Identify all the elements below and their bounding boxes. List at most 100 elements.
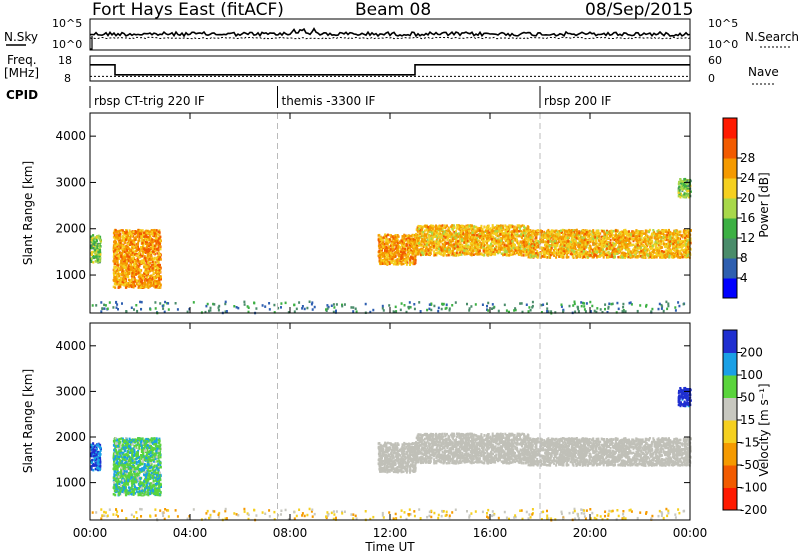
power-echo-cell [117,254,120,257]
power-echo-cell [411,252,414,255]
power-echo-cell [416,226,419,229]
power-echo-cell [456,247,459,250]
power-echo-cell [393,251,396,254]
power-echo-cell [394,262,397,265]
power-echo-cell [598,249,601,252]
power-echo-cell [126,251,129,255]
power-echo-cell [153,284,156,288]
power-echo-cell [99,249,101,252]
power-echo-cell [478,235,481,238]
power-echo-cell [141,273,144,277]
power-echo-cell [157,264,160,268]
power-echo-cell [538,245,541,248]
power-echo-cell [143,272,146,276]
power-echo-cell [441,246,444,249]
power-echo-cell [390,246,393,250]
power-echo-cell [153,279,156,283]
power-echo-cell [476,228,479,231]
power-echo-cell [430,226,433,230]
power-echo-cell [131,283,134,286]
power-echo-cell [533,252,536,256]
power-echo-cell [114,228,117,232]
power-echo-cell [469,231,472,235]
power-echo-cell [390,261,393,264]
power-echo-cell [489,227,492,230]
power-echo-cell [124,253,127,257]
power-echo-cell [424,242,427,245]
power-echo-cell [504,224,507,227]
power-echo-cell [403,242,405,245]
power-echo-cell [440,234,443,237]
power-echo-cell [531,239,534,243]
power-echo-cell [524,237,527,240]
power-echo-cell [525,240,528,244]
power-echo-cell [90,257,93,260]
power-echo-cell [444,236,447,239]
power-echo-cell [419,232,422,235]
power-echo-cell [520,225,523,228]
power-echo-cell [140,274,143,278]
power-echo-cell [453,224,456,227]
power-echo-cell [116,244,119,248]
power-echo-cell [444,226,447,229]
power-echo-cell [572,229,575,232]
power-echo-cell [472,253,475,256]
power-echo-cell [474,246,477,249]
power-echo-cell [660,238,663,241]
power-echo-cell [476,236,479,240]
power-echo-cell [137,265,140,268]
power-echo-cell [649,240,651,243]
power-echo-cell [540,230,543,233]
power-echo-cell [462,239,465,243]
power-echo-cell [522,240,525,244]
power-echo-cell [462,232,465,235]
power-echo-cell [433,254,436,257]
power-echo-cell [400,254,403,257]
power-echo-cell [387,246,390,250]
power-echo-cell [559,253,562,256]
power-echo-cell [158,242,161,245]
power-echo-cell [416,246,419,249]
power-echo-cell [454,236,457,239]
power-echo-cell [503,248,506,251]
noise-panel: N.Sky 10^5 10^0 10^5 10^0 N.Search [4,17,799,51]
power-echo-cell [127,264,130,267]
power-echo-cell [478,229,481,232]
power-echo-cell [664,252,667,255]
power-echo-cell [686,228,689,232]
power-echo-cell [438,228,441,231]
power-echo-cell [515,233,517,237]
power-echo-cell [411,261,414,265]
power-echo-cell [92,247,95,250]
power-echo-cell [140,259,143,263]
power-echo-cell [582,247,584,250]
power-echo-cell [661,229,664,233]
power-echo-cell [547,238,550,241]
power-echo-cell [534,248,537,251]
power-echo-cell [430,237,433,240]
power-echo-cell [493,242,496,246]
power-echo-cell [675,243,678,246]
power-echo-cell [146,254,149,258]
power-echo-cell [119,241,122,244]
power-echo-cell [140,235,143,238]
power-echo-cell [412,259,415,263]
power-echo-cell [501,224,504,228]
power-echo-cell [93,243,96,246]
power-echo-cell [496,224,499,227]
power-echo-cell [518,224,521,227]
power-echo-cell [455,234,458,237]
power-echo-cell [417,244,420,247]
power-echo-cell [625,230,628,233]
power-echo-cell [121,249,124,253]
power-echo-cell [97,253,100,256]
power-echo-cell [626,230,629,234]
power-echo-cell [401,235,404,238]
power-echo-cell [400,250,402,253]
power-echo-cell [151,274,154,277]
power-echo-cell [520,241,523,244]
power-echo-cell [512,237,514,240]
power-echo-cell [393,254,396,257]
power-echo-cell [497,242,500,246]
power-echo-cell [138,256,141,259]
